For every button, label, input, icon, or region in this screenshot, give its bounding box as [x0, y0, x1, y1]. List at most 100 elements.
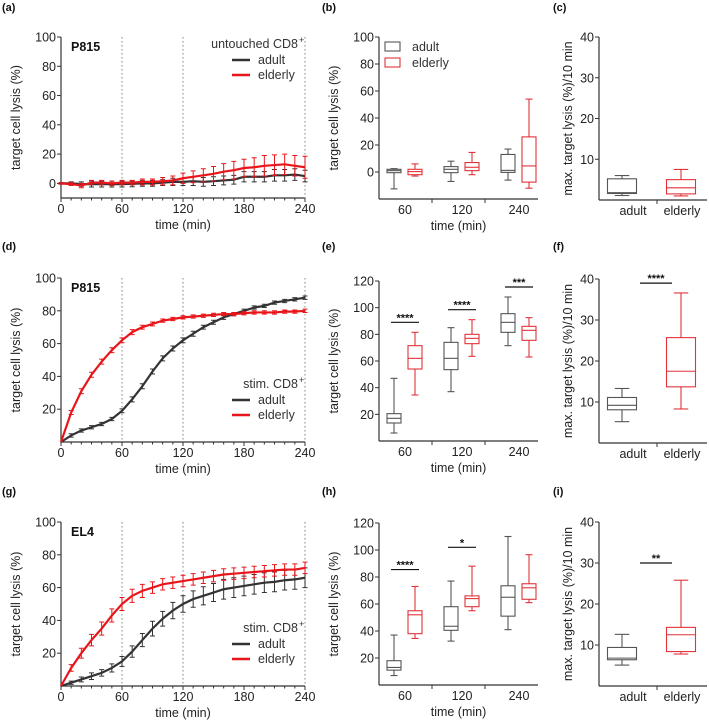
- panel-letter: (d): [2, 241, 16, 253]
- legend-label: elderly: [258, 652, 296, 666]
- box-adult: [500, 296, 516, 347]
- box-adult: [386, 634, 402, 677]
- y-tick-label: 80: [360, 571, 374, 585]
- y-tick-label: 10: [580, 639, 594, 653]
- x-tick-label: 120: [452, 689, 473, 703]
- box-elderly: [521, 317, 537, 358]
- y-tick-label: 100: [353, 31, 374, 45]
- y-tick-label: 0: [367, 166, 374, 180]
- x-axis-label: time (min): [431, 219, 487, 233]
- panel-h: (h) 20 40 60 80 100 120 target cell lysis (%) ti…: [322, 486, 538, 719]
- legend-item-adult: adult: [232, 637, 286, 651]
- box-iqr: [521, 325, 537, 341]
- x-tick-label: adult: [619, 447, 647, 461]
- panel-f: (f) 10 20 30 40 max. target lysis (%)/10 min a…: [553, 241, 707, 461]
- y-axis-label: max. target lysis (%)/10 min: [561, 41, 575, 195]
- y-tick-label: 80: [42, 548, 56, 562]
- box-iqr: [464, 333, 480, 345]
- box-elderly: [665, 292, 697, 410]
- box-iqr: [606, 646, 638, 661]
- x-tick-label: 240: [509, 689, 530, 703]
- y-tick-label: 100: [35, 272, 56, 286]
- panel-e: (e) 20 40 60 80 100 120 target cell lysis (%) ti…: [322, 241, 538, 475]
- y-axis-label: max. target lysis (%)/10 min: [561, 527, 575, 681]
- target-cell-label: EL4: [71, 525, 94, 539]
- y-tick-label: 20: [42, 403, 56, 417]
- series-elderly: [58, 153, 308, 189]
- x-tick-label: 120: [452, 203, 473, 217]
- box-adult: [500, 535, 516, 631]
- y-tick-label: 20: [360, 139, 374, 153]
- x-tick-label: 120: [173, 690, 194, 704]
- significance-label: *: [460, 537, 465, 549]
- box-elderly: [665, 168, 697, 197]
- x-tick-label: 60: [398, 203, 412, 217]
- series-elderly: [59, 308, 308, 443]
- box-iqr: [500, 153, 516, 173]
- box-adult: [443, 580, 459, 642]
- legend-title-superscript: +: [299, 619, 304, 629]
- y-tick-label: 40: [42, 370, 56, 384]
- x-tick-label: 180: [234, 690, 255, 704]
- box-iqr: [606, 396, 638, 411]
- box-adult: [443, 160, 459, 182]
- y-tick-label: 60: [360, 598, 374, 612]
- box-adult: [606, 633, 638, 666]
- box-iqr: [665, 626, 697, 653]
- y-tick-label: 40: [580, 31, 594, 45]
- y-tick-label: 20: [360, 652, 374, 666]
- y-axis-label: target cell lysis (%): [327, 309, 341, 414]
- box-iqr: [521, 583, 537, 600]
- panel-g: (g) 20 40 60 80 100 target cell lysis (%) 0 60 12…: [2, 486, 315, 720]
- box-elderly: [407, 163, 423, 177]
- box-adult: [443, 327, 459, 393]
- x-tick-label: 240: [509, 445, 530, 459]
- series-line: [60, 576, 306, 688]
- panel-a: (a) 0 20 40 60 80 100 target cell lysis (%) 0 60 1…: [2, 2, 315, 232]
- x-tick-label: elderly: [664, 204, 702, 218]
- panel-i: (i) 10 20 30 40 max. target lysis (%)/10 min a…: [553, 486, 707, 704]
- y-tick-label: 40: [360, 625, 374, 639]
- significance-label: **: [652, 553, 661, 565]
- legend-title: untouched CD8: [211, 37, 298, 51]
- box-iqr: [665, 337, 697, 388]
- x-tick-label: adult: [619, 690, 647, 704]
- legend-title-superscript: +: [299, 35, 304, 45]
- x-tick-label: 120: [173, 446, 194, 460]
- target-cell-label: P815: [71, 281, 100, 295]
- legend-item-elderly: elderly: [232, 408, 296, 422]
- series-line: [59, 309, 306, 443]
- x-tick-label: 0: [58, 446, 65, 460]
- box-iqr: [407, 345, 423, 370]
- box-elderly: [665, 579, 697, 655]
- y-tick-label: 60: [42, 337, 56, 351]
- panel-letter: (a): [2, 2, 16, 14]
- box-adult: [386, 377, 402, 434]
- panel-letter: (g): [2, 486, 16, 498]
- significance-label: ****: [396, 312, 414, 324]
- x-tick-label: 60: [115, 446, 129, 460]
- y-tick-label: 40: [580, 516, 594, 530]
- y-tick-label: 120: [353, 517, 374, 531]
- legend-swatch: [384, 41, 401, 52]
- legend-title: stim. CD8: [243, 377, 298, 391]
- y-tick-label: 40: [580, 273, 594, 287]
- legend-title-superscript: +: [299, 375, 304, 385]
- box-elderly: [521, 98, 537, 189]
- y-tick-label: 100: [353, 301, 374, 315]
- y-tick-label: 20: [42, 148, 56, 162]
- y-tick-label: 80: [360, 328, 374, 342]
- x-tick-label: 60: [115, 202, 129, 216]
- x-axis-label: time (min): [155, 706, 211, 720]
- box-iqr: [500, 585, 516, 617]
- x-tick-label: elderly: [664, 690, 702, 704]
- legend-label: adult: [258, 637, 286, 651]
- box-adult: [606, 175, 638, 197]
- box-iqr: [407, 610, 423, 635]
- y-tick-label: 20: [580, 112, 594, 126]
- box-elderly: [521, 554, 537, 604]
- y-axis-label: target cell lysis (%): [327, 552, 341, 657]
- legend-label: adult: [412, 40, 440, 54]
- y-tick-label: 20: [360, 408, 374, 422]
